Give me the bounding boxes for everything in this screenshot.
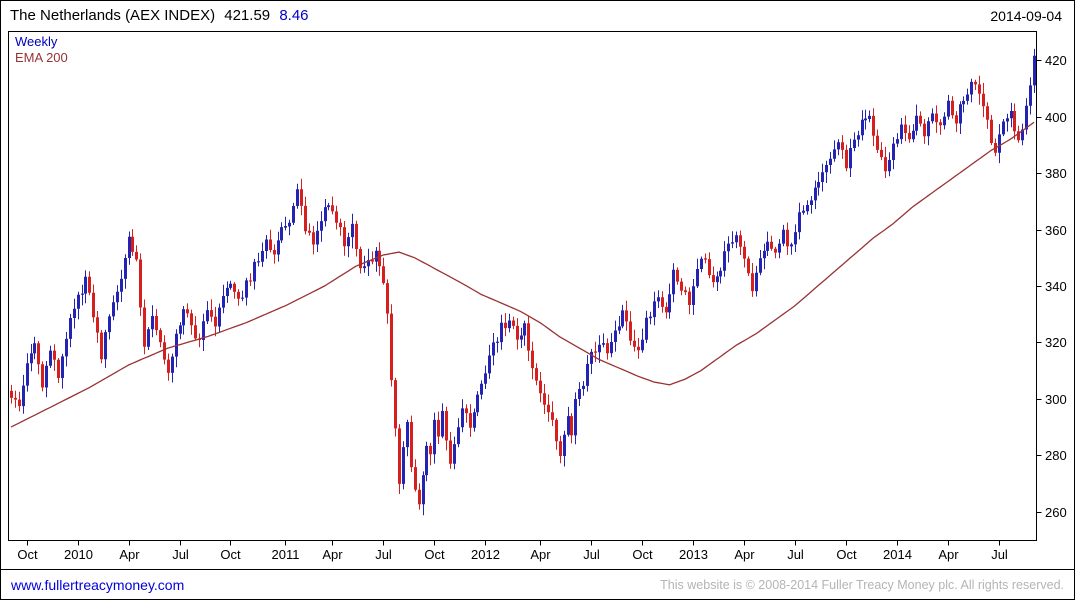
x-tick-label: Jul <box>787 547 804 562</box>
x-tick-label: Oct <box>632 547 653 562</box>
y-tick-label: 320 <box>1045 335 1067 350</box>
footer-link[interactable]: www.fullertreacymoney.com <box>11 576 185 593</box>
candlestick-chart: 260 280 300 320 340 360 380 400 420 Oct 2010 Apr Jul… <box>8 31 1067 562</box>
plot-frame <box>8 31 1037 541</box>
chart-legend: Weekly EMA 200 <box>15 34 68 66</box>
x-tick-label: Apr <box>734 547 755 562</box>
x-tick-label: Jul <box>172 547 189 562</box>
x-tick-label: Apr <box>938 547 959 562</box>
x-tick-label: 2014 <box>883 547 912 562</box>
footer-copyright: This website is © 2008-2014 Fuller Treac… <box>660 577 1064 592</box>
y-tick-label: 380 <box>1045 166 1067 181</box>
x-tick-label: Apr <box>530 547 551 562</box>
x-tick-label: Apr <box>119 547 140 562</box>
legend-ema-label: EMA 200 <box>15 50 68 65</box>
x-tick-label: Jul <box>991 547 1008 562</box>
down-candle-bodies <box>10 81 1020 505</box>
x-tick-label: Oct <box>424 547 445 562</box>
x-tick-label: 2012 <box>471 547 500 562</box>
y-tick-label: 400 <box>1045 110 1067 125</box>
instrument-name: The Netherlands (AEX INDEX) <box>10 7 216 24</box>
up-candle-wicks <box>23 48 1035 516</box>
x-tick-label: 2010 <box>64 547 93 562</box>
x-tick-label: Jul <box>583 547 600 562</box>
page-footer: www.fullertreacymoney.com This website i… <box>1 569 1074 599</box>
x-tick-label: Oct <box>836 547 857 562</box>
price-change: 8.46 <box>279 7 309 24</box>
y-tick-label: 280 <box>1045 448 1067 463</box>
y-tick-label: 260 <box>1045 505 1067 520</box>
chart-date: 2014-09-04 <box>990 8 1062 24</box>
x-tick-label: 2013 <box>679 547 708 562</box>
down-candle-wicks <box>11 75 1019 510</box>
x-tick-label: Apr <box>322 547 343 562</box>
y-tick-label: 340 <box>1045 279 1067 294</box>
legend-weekly-label: Weekly <box>15 34 58 49</box>
last-price: 421.59 <box>224 7 271 24</box>
x-tick-label: Oct <box>17 547 38 562</box>
x-tick-label: 2011 <box>272 547 300 562</box>
y-tick-label: 360 <box>1045 223 1067 238</box>
chart-title: The Netherlands (AEX INDEX) 421.59 8.46 <box>10 7 309 24</box>
ema-line <box>10 121 1035 428</box>
x-tick-label: Oct <box>220 547 241 562</box>
up-candle-bodies <box>22 55 1036 505</box>
y-tick-label: 420 <box>1045 53 1067 68</box>
y-tick-label: 300 <box>1045 392 1067 407</box>
x-tick-label: Jul <box>375 547 392 562</box>
